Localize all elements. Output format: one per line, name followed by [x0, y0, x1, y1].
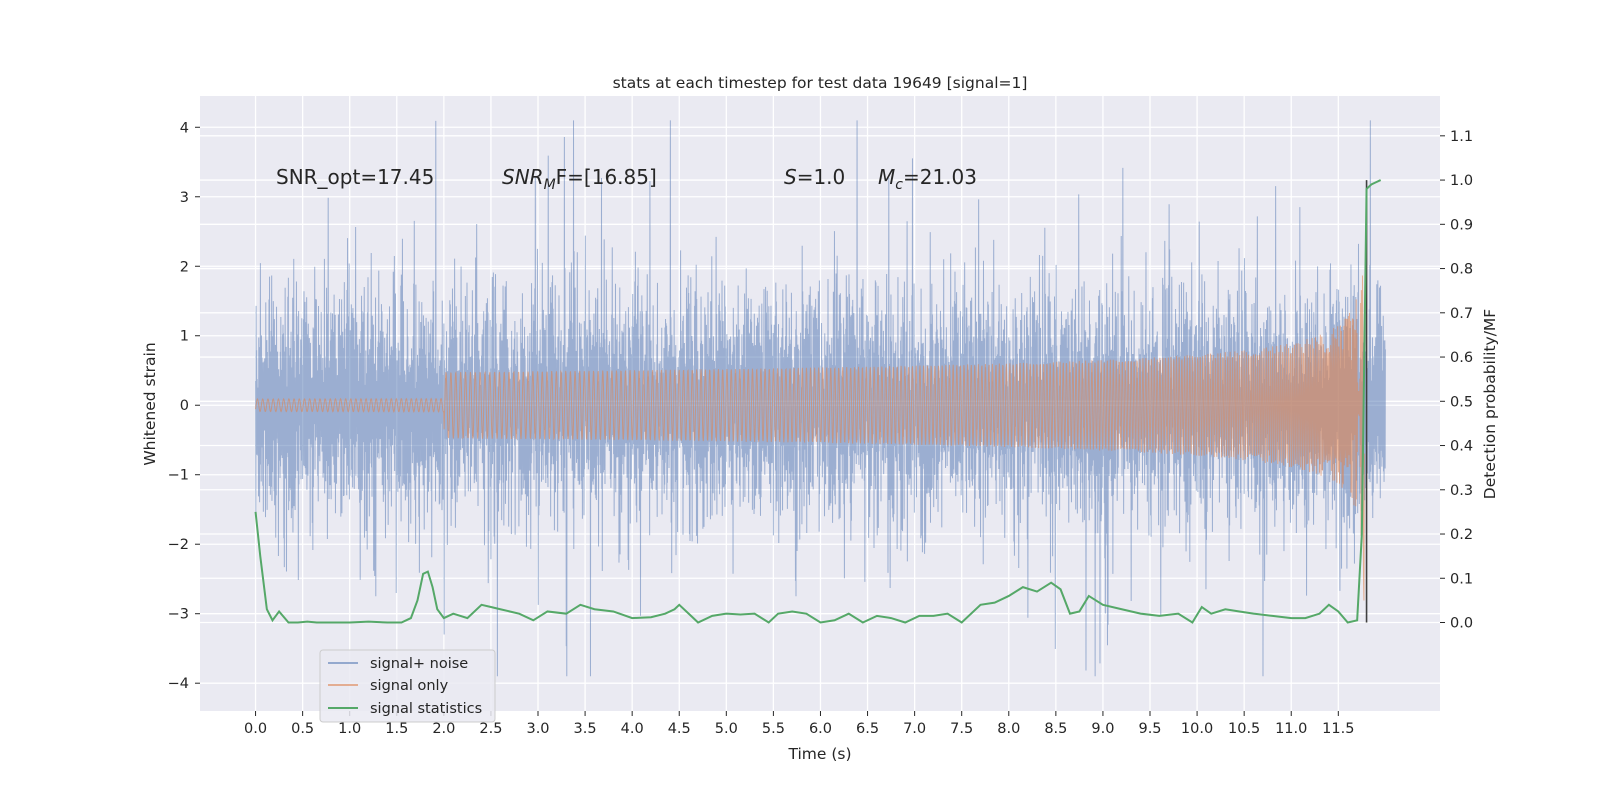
y-tick-label: 0: [180, 398, 189, 414]
annotation-mc-value: =21.03: [903, 165, 977, 189]
y-tick-label: 3: [180, 190, 189, 206]
series-signal-statistics: [254, 179, 1382, 624]
y2-axis-label: Detection probability/MF: [1481, 309, 1499, 500]
x-tick-label: 10.0: [1181, 721, 1213, 737]
x-tick-label: 3.5: [574, 721, 597, 737]
x-tick-label: 8.5: [1044, 721, 1067, 737]
x-tick-label: 1.0: [338, 721, 361, 737]
annotation-mc: Mc=21.03: [878, 165, 977, 193]
annotation-snr-mf-symbol: SNR: [502, 165, 544, 189]
y2-tick-label: 0.5: [1450, 394, 1473, 410]
series-signal-only: [255, 275, 1365, 601]
y-tick-label: −3: [168, 607, 189, 623]
y2-tick-label: 0.2: [1450, 527, 1473, 543]
y2-tick-label: 0.1: [1450, 571, 1473, 587]
x-tick-label: 1.5: [385, 721, 408, 737]
x-tick-label: 3.0: [526, 721, 549, 737]
x-tick-label: 7.0: [903, 721, 926, 737]
annotation-s-value: =1.0: [797, 165, 846, 189]
x-tick-label: 6.5: [856, 721, 879, 737]
annotation-snr-mf-value: F=[16.85]: [556, 165, 657, 189]
y2-tick-label: 0.6: [1450, 350, 1473, 366]
legend-label-signal-noise: signal+ noise: [370, 656, 468, 672]
annotation-snr-opt: SNR_opt=17.45: [276, 165, 434, 189]
y2-tick-label: 0.9: [1450, 217, 1473, 233]
data-layer: [254, 120, 1386, 677]
y2-tick-label: 0.7: [1450, 306, 1473, 322]
x-tick-label: 0.0: [244, 721, 267, 737]
x-tick-label: 2.5: [479, 721, 502, 737]
x-tick-label: 11.0: [1275, 721, 1307, 737]
y-tick-label: −1: [168, 468, 189, 484]
legend-box: [319, 649, 496, 723]
legend-label-signal-only: signal only: [370, 678, 449, 694]
x-tick-label: 4.5: [668, 721, 691, 737]
axes: 0.0 0.5 1.0 1.5 2.0 2.5 3.0 3.5 4.0 4.5 5.0 5.5 6.0 6…: [168, 120, 1473, 737]
x-tick-label: 0.5: [291, 721, 314, 737]
y2-tick-label: 0.0: [1450, 616, 1473, 632]
y2-tick-label: 0.4: [1450, 439, 1473, 455]
y2-tick-label: 0.8: [1450, 262, 1473, 278]
y2-tick-label: 1.0: [1450, 173, 1473, 189]
x-tick-label: 9.5: [1138, 721, 1161, 737]
annotation-s: S=1.0: [784, 165, 845, 189]
x-tick-label: 10.5: [1228, 721, 1260, 737]
y2-tick-label: 1.1: [1450, 129, 1473, 145]
y-tick-label: −4: [168, 676, 189, 692]
x-tick-label: 8.0: [997, 721, 1020, 737]
y-axis-label: Whitened strain: [141, 342, 159, 465]
x-tick-label: 7.5: [950, 721, 973, 737]
legend: signal+ noise signal only signal statist…: [319, 649, 496, 723]
annotation-mc-symbol: M: [878, 165, 895, 189]
annotation-snr-mf-subscript: M: [544, 177, 556, 193]
annotation-s-symbol: S: [784, 165, 797, 189]
y-tick-label: 4: [180, 120, 189, 136]
chart-title: stats at each timestep for test data 196…: [613, 74, 1028, 92]
x-tick-label: 4.0: [621, 721, 644, 737]
x-tick-label: 6.0: [809, 721, 832, 737]
y-tick-label: 2: [180, 259, 189, 275]
annotation-mc-subscript: c: [895, 177, 903, 193]
x-tick-label: 5.5: [762, 721, 785, 737]
x-axis-label: Time (s): [787, 745, 851, 763]
legend-label-signal-statistics: signal statistics: [370, 701, 482, 717]
y-tick-label: 1: [180, 329, 189, 345]
y2-tick-label: 0.3: [1450, 483, 1473, 499]
annotations: SNR_opt=17.45 SNRMF=[16.85] S=1.0 Mc=21.…: [276, 165, 977, 193]
x-tick-label: 11.5: [1322, 721, 1354, 737]
x-tick-label: 9.0: [1091, 721, 1114, 737]
y-tick-label: −2: [168, 537, 189, 553]
annotation-snr-mf: SNRMF=[16.85]: [502, 165, 657, 193]
x-tick-label: 5.0: [715, 721, 738, 737]
x-tick-label: 2.0: [432, 721, 455, 737]
